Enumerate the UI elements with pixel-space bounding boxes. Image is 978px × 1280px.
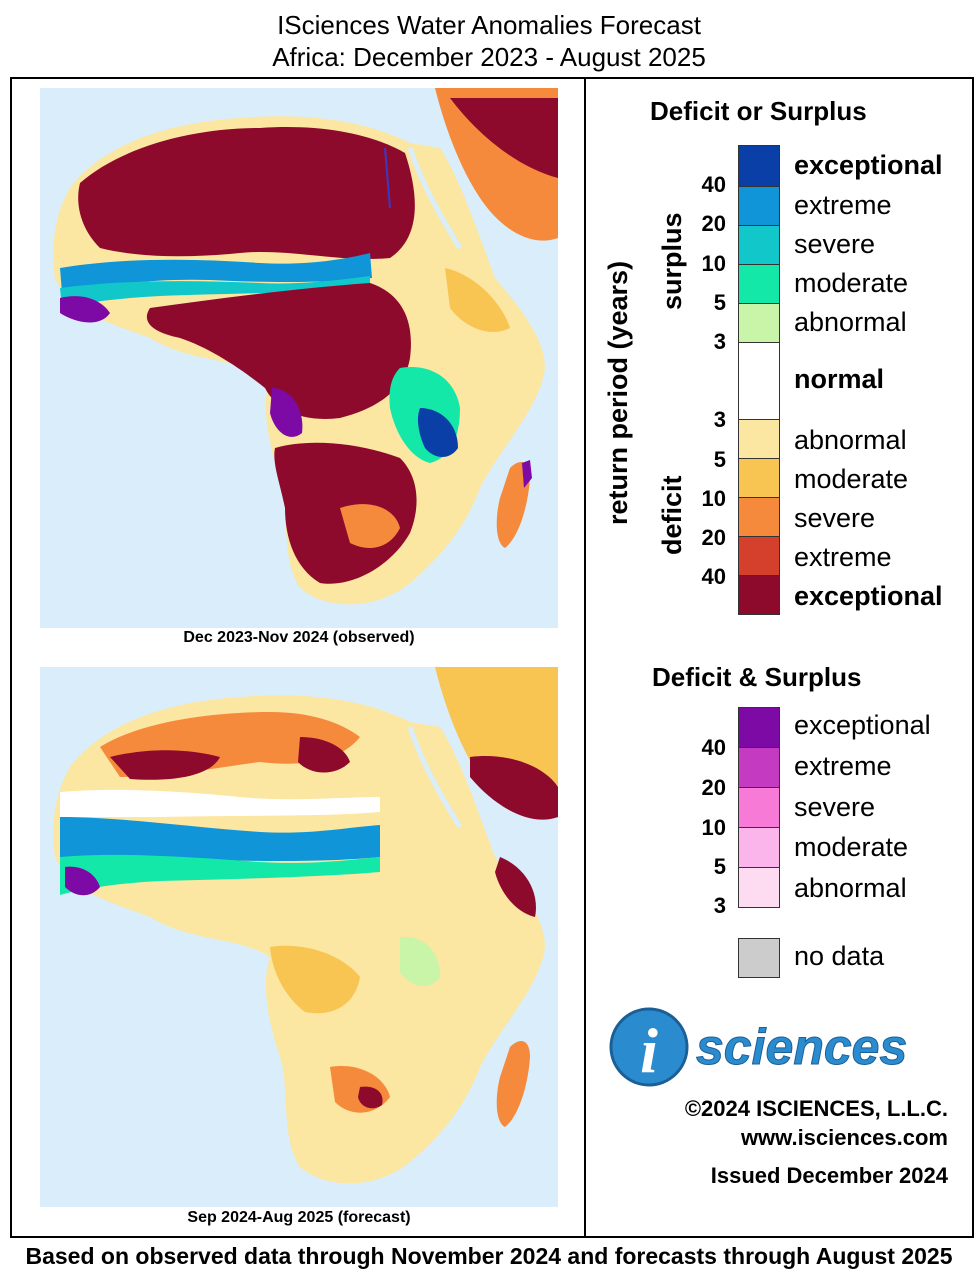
deficit-num-5: 5 — [713, 447, 726, 472]
both-num-40: 40 — [701, 735, 726, 760]
legend-heading-and: Deficit & Surplus — [652, 662, 862, 692]
deficit-num-3: 3 — [713, 407, 726, 432]
label-both-abnormal: abnormal — [794, 873, 907, 903]
label-deficit-severe: severe — [794, 503, 876, 533]
label-deficit-extreme: extreme — [794, 542, 892, 572]
label-surplus-severe: severe — [794, 229, 876, 259]
surplus-num-3: 3 — [713, 329, 726, 354]
label-both-moderate: moderate — [794, 832, 909, 862]
swatch-normal — [738, 342, 780, 420]
label-no-data: no data — [794, 941, 885, 971]
map-caption-observed: Dec 2023-Nov 2024 (observed) — [183, 629, 415, 646]
both-num-3: 3 — [713, 893, 726, 918]
both-num-10: 10 — [701, 815, 726, 840]
logo-text: sciences — [696, 1019, 907, 1075]
swatch-deficit-severe — [738, 497, 780, 537]
label-deficit-moderate: moderate — [794, 464, 909, 494]
label-surplus-extreme: extreme — [794, 190, 892, 220]
swatch-both-moderate — [738, 827, 780, 868]
deficit-num-40: 40 — [701, 564, 726, 589]
swatch-surplus-extreme — [738, 186, 780, 226]
swatch-no-data — [738, 938, 780, 978]
surplus-num-20: 20 — [701, 211, 726, 236]
swatch-both-severe — [738, 787, 780, 828]
swatch-both-extreme — [738, 747, 780, 788]
panel-frame — [10, 77, 974, 1238]
map-observed — [40, 88, 558, 628]
swatch-deficit-abnormal — [738, 419, 780, 459]
swatch-deficit-extreme — [738, 536, 780, 576]
swatch-deficit-moderate — [738, 458, 780, 498]
surplus-num-40: 40 — [701, 172, 726, 197]
footer-note: Based on observed data through November … — [25, 1243, 953, 1269]
label-deficit-abnormal: abnormal — [794, 425, 907, 455]
isciences-logo: i sciences — [608, 1006, 950, 1088]
label-surplus-abnormal: abnormal — [794, 307, 907, 337]
label-surplus-exceptional: exceptional — [794, 150, 943, 180]
both-num-5: 5 — [713, 854, 726, 879]
map-caption-forecast: Sep 2024-Aug 2025 (forecast) — [187, 1209, 411, 1226]
deficit-num-20: 20 — [701, 525, 726, 550]
label-both-extreme: extreme — [794, 751, 892, 781]
label-both-severe: severe — [794, 792, 876, 822]
label-both-exceptional: exceptional — [794, 710, 931, 740]
deficit-num-10: 10 — [701, 486, 726, 511]
swatch-surplus-moderate — [738, 264, 780, 304]
legend-heading-or: Deficit or Surplus — [650, 96, 867, 126]
swatch-both-abnormal — [738, 867, 780, 908]
both-num-20: 20 — [701, 775, 726, 800]
title-line-1: ISciences Water Anomalies Forecast — [277, 10, 701, 40]
surplus-num-10: 10 — [701, 251, 726, 276]
swatch-surplus-severe — [738, 225, 780, 265]
website-link[interactable]: www.isciences.com — [740, 1125, 948, 1150]
surplus-num-5: 5 — [713, 290, 726, 315]
swatch-both-exceptional — [738, 707, 780, 748]
legend-surplus-label: surplus — [657, 212, 687, 310]
copyright: ©2024 ISCIENCES, L.L.C. — [684, 1096, 948, 1121]
title-line-2: Africa: December 2023 - August 2025 — [272, 42, 706, 72]
label-normal: normal — [794, 364, 885, 394]
label-deficit-exceptional: exceptional — [794, 581, 943, 611]
map-forecast — [40, 667, 558, 1207]
swatch-surplus-abnormal — [738, 303, 780, 343]
legend-deficit-label: deficit — [657, 475, 687, 555]
swatch-surplus-exceptional — [738, 145, 780, 187]
legend-axis-label: return period (years) — [603, 260, 633, 525]
issued-date: Issued December 2024 — [710, 1163, 948, 1188]
label-surplus-moderate: moderate — [794, 268, 909, 298]
swatch-deficit-exceptional — [738, 575, 780, 615]
panel-divider — [584, 77, 586, 1238]
logo-letter: i — [640, 1015, 658, 1086]
